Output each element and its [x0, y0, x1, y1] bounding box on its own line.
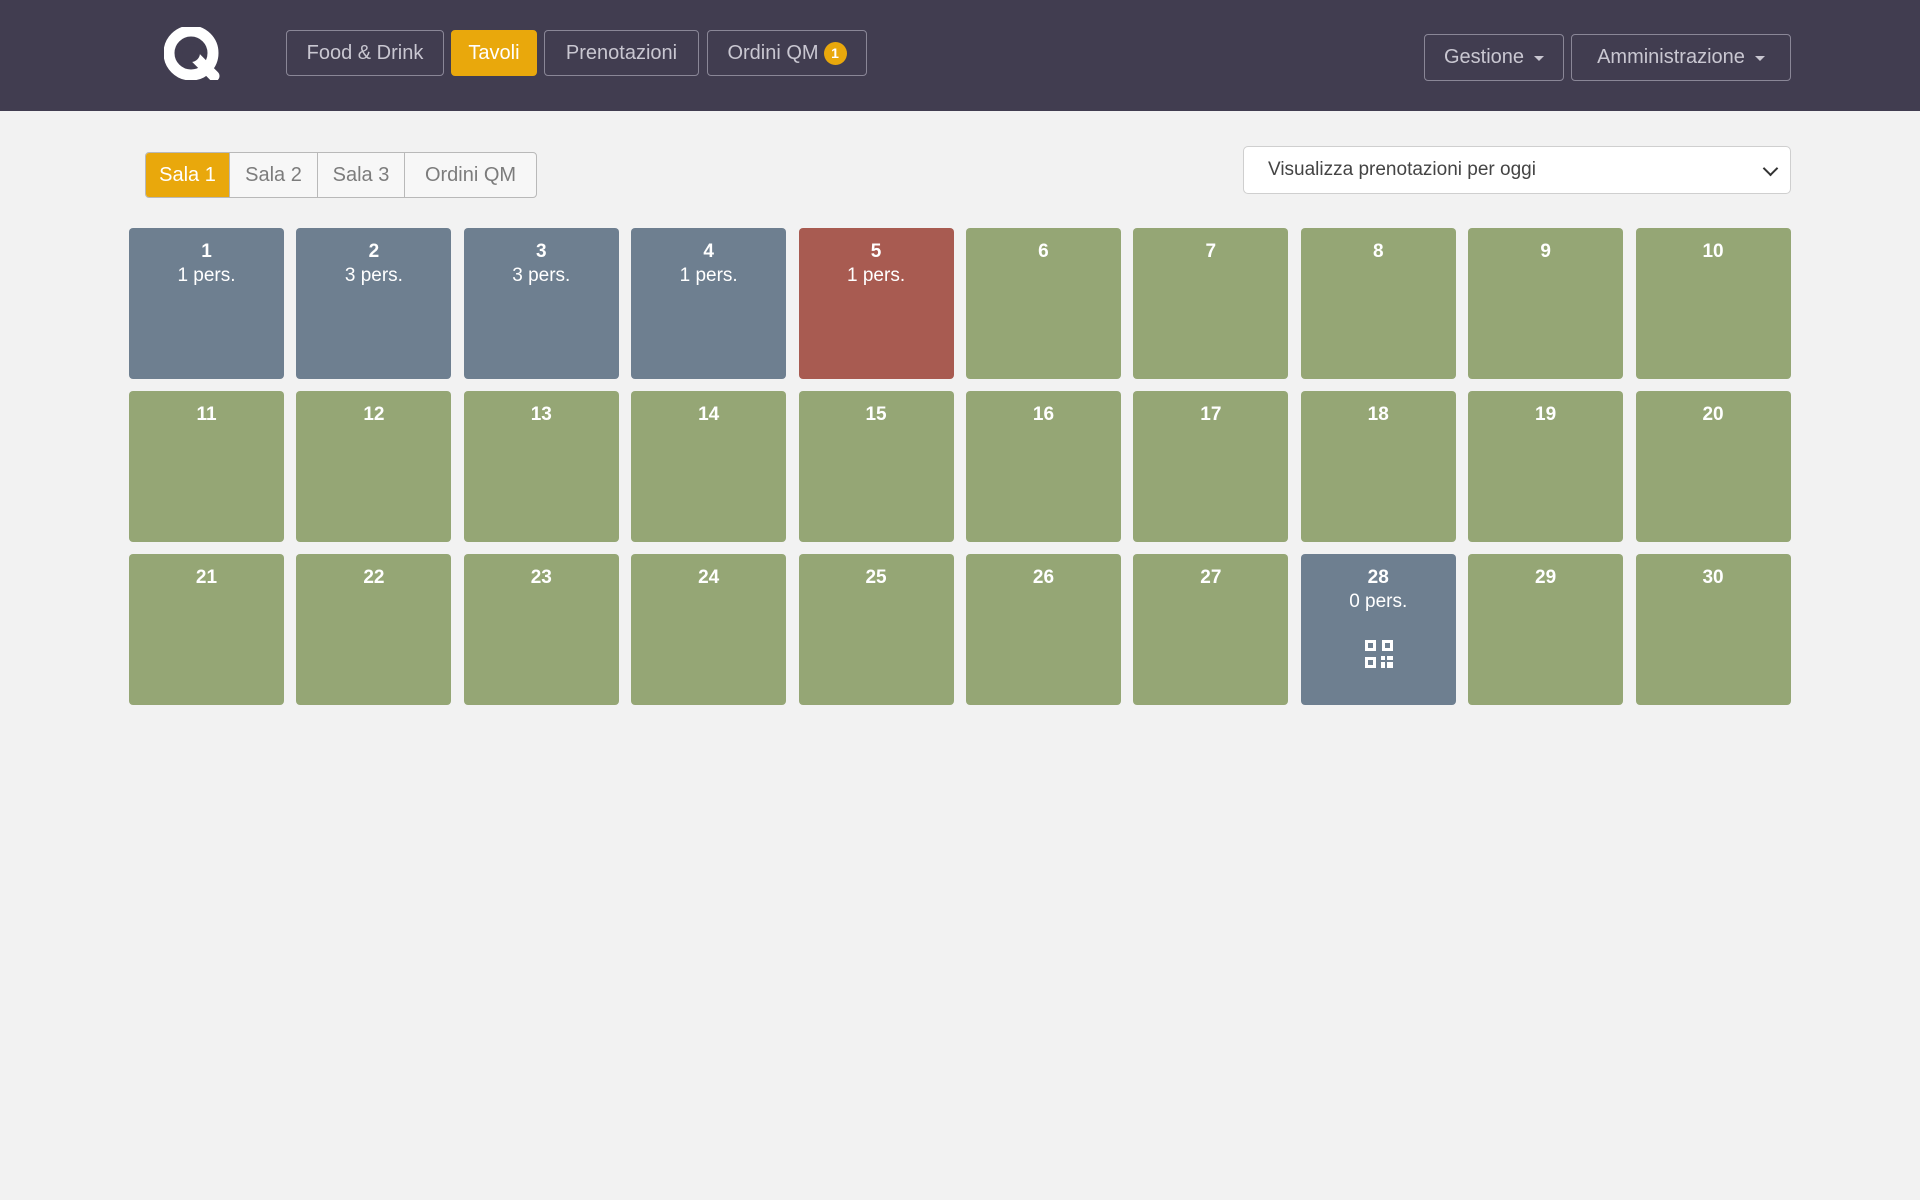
- select-value: Visualizza prenotazioni per oggi: [1268, 159, 1536, 180]
- table-card[interactable]: 24: [631, 554, 787, 705]
- table-card[interactable]: 28 0 pers.: [1300, 554, 1456, 705]
- prenotazioni-filter-select[interactable]: Visualizza prenotazioni per oggi: [1243, 146, 1791, 194]
- table-card[interactable]: 10: [1635, 228, 1791, 379]
- table-card[interactable]: 16: [965, 391, 1121, 542]
- table-number: 13: [530, 404, 552, 425]
- table-number: 21: [195, 567, 218, 588]
- table-number: 27: [1200, 567, 1222, 588]
- table-guests: 3 pers.: [344, 265, 403, 286]
- table-number: 17: [1200, 404, 1222, 425]
- table-guests: 3 pers.: [512, 265, 571, 286]
- table-card[interactable]: 11: [129, 391, 284, 542]
- ordini-qm-button[interactable]: Ordini QM 1: [707, 30, 867, 76]
- table-card[interactable]: 14: [631, 391, 787, 542]
- gestione-dropdown[interactable]: Gestione: [1424, 34, 1564, 81]
- chevron-down-icon: [1762, 160, 1779, 177]
- table-number: 11: [196, 404, 217, 425]
- table-number: 3: [535, 241, 547, 262]
- table-number: 29: [1535, 567, 1557, 588]
- caret-down-icon: [1754, 56, 1765, 61]
- table-number: 5: [870, 241, 882, 262]
- tab-sala-3[interactable]: Sala 3: [318, 153, 405, 197]
- table-guests: 1 pers.: [847, 265, 906, 286]
- table-card[interactable]: 30: [1635, 554, 1791, 705]
- table-card[interactable]: 7: [1133, 228, 1289, 379]
- table-card[interactable]: 27: [1133, 554, 1289, 705]
- tables-grid: 1 1 pers. 2 3 pers. 3 3 pers. 4 1 pers. 5 1 pers.…: [129, 228, 1791, 705]
- table-card[interactable]: 8: [1300, 228, 1456, 379]
- caret-down-icon: [1534, 56, 1545, 61]
- table-number: 2: [368, 241, 380, 262]
- table-number: 25: [865, 567, 887, 588]
- table-card[interactable]: 15: [798, 391, 954, 542]
- table-number: 16: [1032, 404, 1055, 425]
- q-logo-icon[interactable]: [164, 27, 221, 80]
- table-number: 26: [1032, 567, 1055, 588]
- table-card[interactable]: 6: [965, 228, 1121, 379]
- table-number: 28: [1367, 567, 1389, 588]
- amministrazione-dropdown[interactable]: Amministrazione: [1571, 34, 1791, 81]
- table-card[interactable]: 3 3 pers.: [463, 228, 619, 379]
- table-card[interactable]: 26: [965, 554, 1121, 705]
- table-number: 24: [698, 567, 720, 588]
- table-card[interactable]: 2 3 pers.: [296, 228, 452, 379]
- table-guests: 1 pers.: [177, 265, 236, 286]
- ordini-qm-label: Ordini QM: [727, 41, 819, 64]
- table-card[interactable]: 21: [129, 554, 284, 705]
- table-card[interactable]: 22: [296, 554, 452, 705]
- table-card[interactable]: 17: [1133, 391, 1289, 542]
- table-card[interactable]: 23: [463, 554, 619, 705]
- table-card[interactable]: 25: [798, 554, 954, 705]
- amministrazione-label: Amministrazione: [1597, 46, 1745, 68]
- table-number: 9: [1540, 241, 1551, 262]
- table-guests: 0 pers.: [1349, 591, 1408, 612]
- table-number: 23: [530, 567, 552, 588]
- table-number: 14: [698, 404, 720, 425]
- table-number: 20: [1702, 404, 1724, 425]
- tab-sala-1[interactable]: Sala 1: [146, 153, 230, 197]
- qr-code-icon: [1364, 640, 1393, 668]
- table-number: 30: [1702, 567, 1724, 588]
- tab-ordini-qm[interactable]: Ordini QM: [424, 163, 517, 186]
- sala-tabs: Sala 1 Sala 2 Sala 3 Ordini QM: [145, 152, 537, 198]
- table-number: 10: [1702, 241, 1724, 262]
- tavoli-button[interactable]: Tavoli: [451, 30, 537, 76]
- table-card[interactable]: 5 1 pers.: [798, 228, 954, 379]
- table-card[interactable]: 4 1 pers.: [631, 228, 787, 379]
- table-number: 4: [703, 241, 714, 262]
- table-number: 19: [1535, 404, 1557, 425]
- tab-sala-2[interactable]: Sala 2: [230, 153, 318, 197]
- table-number: 12: [363, 404, 385, 425]
- table-number: 15: [865, 404, 887, 425]
- table-number: 18: [1367, 404, 1389, 425]
- table-card[interactable]: 29: [1468, 554, 1624, 705]
- ordini-count-badge: 1: [823, 41, 847, 65]
- table-guests: 1 pers.: [679, 265, 738, 286]
- prenotazioni-button[interactable]: Prenotazioni: [544, 30, 699, 76]
- table-card[interactable]: 13: [463, 391, 619, 542]
- table-number: 22: [363, 567, 385, 588]
- table-card[interactable]: 20: [1635, 391, 1791, 542]
- table-card[interactable]: 19: [1468, 391, 1624, 542]
- top-navbar: Food & Drink Tavoli Prenotazioni Ordini …: [0, 0, 1920, 111]
- food-drink-button[interactable]: Food & Drink: [286, 30, 444, 76]
- table-card[interactable]: 12: [296, 391, 452, 542]
- table-number: 6: [1038, 241, 1049, 262]
- table-card[interactable]: 18: [1300, 391, 1456, 542]
- gestione-label: Gestione: [1443, 46, 1525, 68]
- table-card[interactable]: 9: [1468, 228, 1624, 379]
- table-card[interactable]: 1 1 pers.: [129, 228, 284, 379]
- table-number: 1: [201, 241, 212, 262]
- table-number: 7: [1205, 241, 1217, 262]
- table-number: 8: [1372, 241, 1384, 262]
